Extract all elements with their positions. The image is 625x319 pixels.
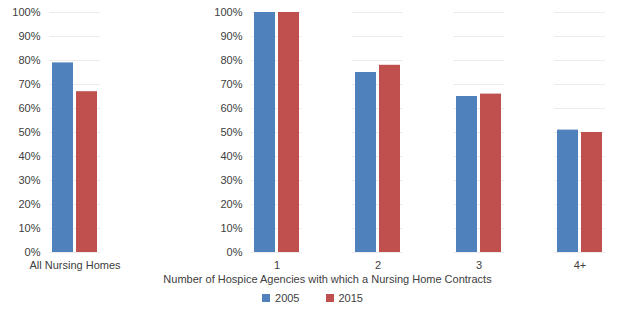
- svg-text:60%: 60%: [220, 102, 242, 114]
- svg-text:80%: 80%: [18, 54, 40, 66]
- html-text:2005: 2005: [275, 292, 300, 304]
- svg-text:70%: 70%: [220, 78, 242, 90]
- svg-text:50%: 50%: [18, 126, 40, 138]
- svg-text:100%: 100%: [214, 6, 242, 18]
- svg-text:50%: 50%: [220, 126, 242, 138]
- svg-text:80%: 80%: [220, 54, 242, 66]
- svg-text:60%: 60%: [18, 102, 40, 114]
- svg-text:100%: 100%: [12, 6, 40, 18]
- svg-text:90%: 90%: [220, 30, 242, 42]
- svg-text:10%: 10%: [18, 222, 40, 234]
- svg-text:20%: 20%: [220, 198, 242, 210]
- svg-text:70%: 70%: [18, 78, 40, 90]
- svg-text:30%: 30%: [220, 174, 242, 186]
- svg-text:40%: 40%: [220, 150, 242, 162]
- html-text:2015: 2015: [338, 292, 363, 304]
- svg-text:30%: 30%: [18, 174, 40, 186]
- svg-text:0%: 0%: [25, 246, 41, 258]
- svg-text:Number of Hospice Agencies wit: Number of Hospice Agencies with which a …: [163, 273, 492, 285]
- svg-text:40%: 40%: [18, 150, 40, 162]
- svg-text:1: 1: [274, 259, 280, 271]
- svg-text:90%: 90%: [18, 30, 40, 42]
- svg-text:4+: 4+: [574, 259, 587, 271]
- svg-text:2: 2: [375, 259, 381, 271]
- svg-text:0%: 0%: [227, 246, 243, 258]
- svg-text:3: 3: [476, 259, 482, 271]
- svg-text:10%: 10%: [220, 222, 242, 234]
- svg-text:20%: 20%: [18, 198, 40, 210]
- svg-text:All Nursing Homes: All Nursing Homes: [29, 259, 121, 271]
